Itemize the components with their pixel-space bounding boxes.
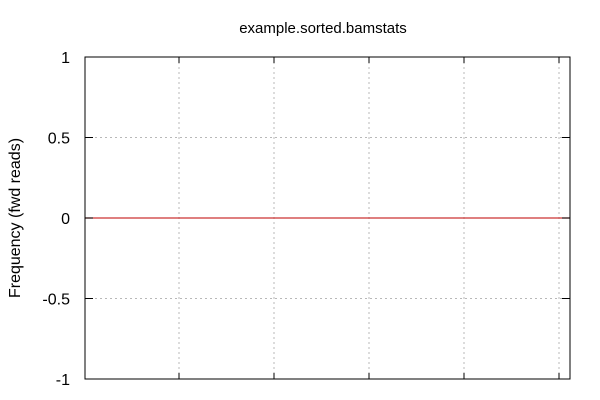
y-tick-label: 1 <box>61 50 70 67</box>
chart-title: example.sorted.bamstats <box>239 20 407 37</box>
y-tick-label: 0.5 <box>48 131 70 148</box>
axis-layer: 1 0.5 0 -0.5 -1 <box>42 50 571 389</box>
y-tick-label: -1 <box>56 372 70 389</box>
plot-frame <box>84 56 571 380</box>
y-tick-label: -0.5 <box>42 292 70 309</box>
y-tick-label: 0 <box>61 211 70 228</box>
y-axis-label: Frequency (fwd reads) <box>7 138 24 298</box>
